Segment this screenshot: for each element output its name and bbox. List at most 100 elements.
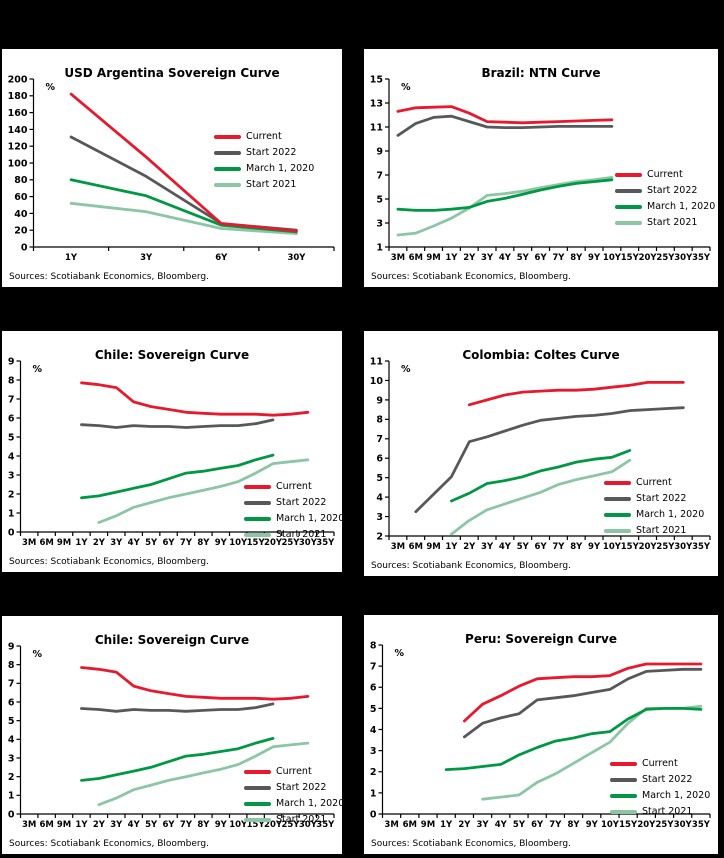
x-tick-label: 10Y [603, 542, 622, 552]
chart-svg: 0 1 2 3 4 5 6 7 8 9 3M 6M 9M 1Y 2Y 3Y 4Y 5Y 6Y 7Y 8Y 9Y 10Y 15Y… [8, 356, 335, 548]
legend-item: March 1, 2020 [244, 513, 344, 524]
svg-text:4: 4 [376, 493, 383, 504]
x-tick-label: 10Y [601, 820, 620, 830]
x-tick-label: 6M [39, 538, 53, 548]
series-line-march-1-2020 [80, 453, 275, 500]
series-line-current [80, 381, 310, 417]
legend-swatch [615, 220, 642, 225]
chart-panel-chile-1: Chile: Sovereign Curve 0 1 2 3 4 5 6 7 8 9 3M 6M 9M 1… [1, 330, 344, 573]
legend-item: Start 2022 [244, 497, 344, 508]
x-tick-label: 2Y [463, 253, 476, 263]
svg-text:0: 0 [21, 242, 28, 253]
svg-text:1: 1 [8, 508, 15, 519]
legend-swatch [214, 166, 241, 171]
x-tick-label: 2Y [93, 820, 106, 830]
legend-label: Current [246, 131, 282, 142]
x-tick-label: 3M [22, 538, 36, 548]
series-line-current [80, 666, 310, 701]
legend-item: Start 2022 [615, 185, 715, 196]
x-tick-label: 3Y [477, 820, 490, 830]
sources-note: Sources: Scotiabank Economics, Bloomberg… [9, 839, 210, 849]
chart-legend: Current Start 2022 March 1, 2020 Start 2021 [214, 131, 314, 195]
svg-text:0: 0 [370, 809, 377, 820]
svg-text:2: 2 [8, 772, 15, 783]
x-tick-label: 20Y [639, 253, 658, 263]
sources-note: Sources: Scotiabank Economics, Bloomberg… [371, 272, 572, 282]
chart-svg: 0 20 40 60 80 100 120 140 160 180 200 1Y 3Y 6Y 30Y% [8, 74, 335, 263]
chart-canvas: 1 3 5 7 9 11 13 15 3M 6M 9M 1Y 2Y 3Y 4Y 5Y 6Y 7Y 8Y 9Y 10Y 15… [364, 49, 718, 287]
legend-label: Current [276, 766, 312, 777]
legend-swatch [615, 204, 642, 209]
x-tick-label: 9M [57, 820, 71, 830]
legend-label: Current [647, 169, 683, 180]
svg-text:2: 2 [8, 489, 15, 500]
x-tick-label: 1Y [440, 820, 453, 830]
legend-label: Start 2021 [642, 806, 693, 817]
sources-note: Sources: Scotiabank Economics, Bloomberg… [371, 839, 572, 849]
x-tick-label: 1Y [75, 538, 88, 548]
svg-text:13: 13 [370, 98, 383, 109]
x-tick-label: 30Y [299, 538, 318, 548]
svg-text:7: 7 [8, 394, 15, 405]
series-line-start-2021 [97, 741, 310, 807]
svg-text:9: 9 [8, 356, 15, 367]
x-tick-label: 4Y [499, 253, 512, 263]
chart-canvas: 0 20 40 60 80 100 120 140 160 180 200 1Y 3Y 6Y 30Y% [2, 49, 342, 287]
svg-text:6: 6 [376, 454, 383, 465]
svg-text:3: 3 [8, 753, 15, 764]
legend-item: Start 2022 [244, 782, 344, 793]
chart-title: Colombia: Coltes Curve [462, 347, 620, 362]
x-tick-label: 3Y [110, 820, 123, 830]
svg-text:3: 3 [376, 218, 383, 229]
sources-note: Sources: Scotiabank Economics, Bloomberg… [9, 272, 210, 282]
x-tick-label: 3M [22, 820, 36, 830]
x-tick-label: 6Y [535, 542, 548, 552]
x-tick-label: 9Y [215, 820, 228, 830]
legend-item: Start 2022 [610, 774, 710, 785]
chart-canvas: 2 3 4 5 6 7 8 9 10 11 3M 6M 9M 1Y 2Y 3Y 4Y 5Y 6Y 7Y 8Y 9Y 10Y 1… [364, 331, 718, 576]
legend-label: Current [276, 481, 312, 492]
x-tick-label: 35Y [316, 538, 335, 548]
x-tick-label: 25Y [281, 538, 300, 548]
x-tick-label: 9M [421, 820, 435, 830]
legend-label: March 1, 2020 [642, 790, 711, 801]
svg-text:6: 6 [370, 683, 377, 694]
x-tick-label: 6Y [531, 820, 544, 830]
x-tick-label: 6Y [215, 253, 228, 263]
legend-swatch [610, 761, 637, 766]
x-tick-label: 10Y [229, 538, 248, 548]
legend-swatch [610, 777, 637, 782]
chart-svg: 2 3 4 5 6 7 8 9 10 11 3M 6M 9M 1Y 2Y 3Y 4Y 5Y 6Y 7Y 8Y 9Y 10Y 1… [370, 356, 711, 552]
x-tick-label: 7Y [180, 538, 193, 548]
legend-item: Start 2022 [604, 493, 704, 504]
chart-title: Chile: Sovereign Curve [94, 632, 250, 647]
svg-text:15: 15 [370, 74, 383, 85]
chart-title: Peru: Sovereign Curve [465, 631, 617, 646]
svg-text:4: 4 [8, 735, 15, 746]
series-line-start-2022 [463, 667, 703, 739]
x-tick-label: 9Y [215, 538, 228, 548]
x-tick-label: 2Y [458, 820, 471, 830]
legend-item: Start 2021 [244, 529, 344, 540]
legend-item: Start 2021 [244, 814, 344, 825]
svg-text:4: 4 [370, 725, 377, 736]
svg-text:3: 3 [376, 512, 383, 523]
x-tick-label: 9Y [586, 820, 599, 830]
svg-text:5: 5 [8, 716, 15, 727]
svg-text:2: 2 [370, 767, 377, 778]
legend-swatch [604, 496, 631, 501]
x-tick-label: 6Y [163, 538, 176, 548]
x-tick-label: 1Y [445, 542, 458, 552]
y-axis-unit-label: % [33, 649, 43, 660]
x-tick-label: 30Y [674, 820, 693, 830]
legend-label: Start 2022 [276, 497, 327, 508]
series-line-start-2021 [396, 175, 614, 237]
svg-text:140: 140 [8, 125, 28, 136]
svg-text:100: 100 [8, 158, 28, 169]
legend-swatch [604, 512, 631, 517]
legend-swatch [610, 793, 637, 798]
legend-item: March 1, 2020 [244, 798, 344, 809]
x-tick-label: 20Y [264, 820, 283, 830]
x-tick-label: 5Y [517, 542, 530, 552]
